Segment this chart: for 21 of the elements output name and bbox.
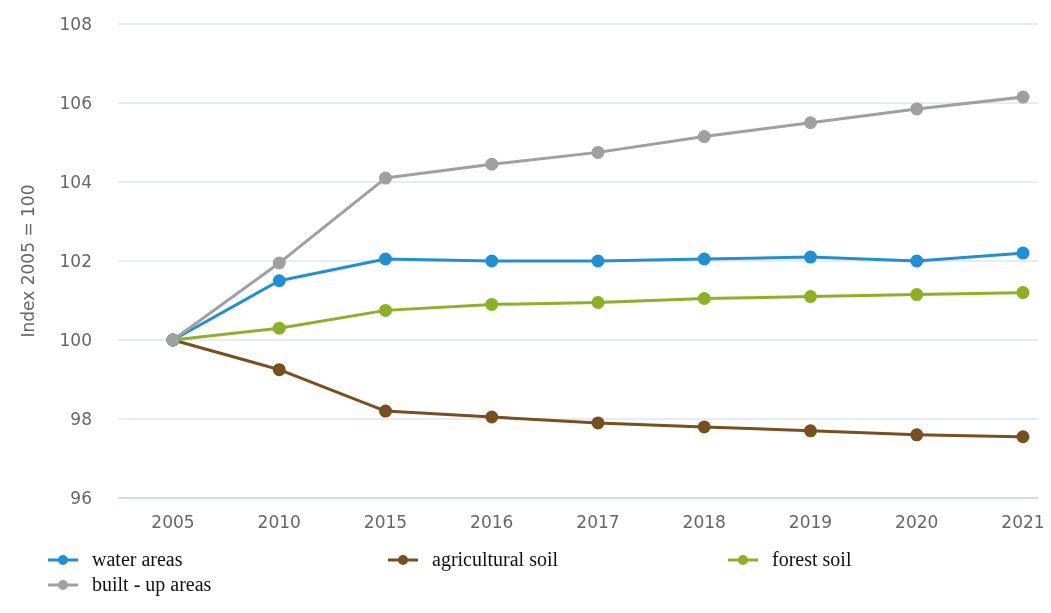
legend-label: built - up areas <box>92 573 212 596</box>
x-tick-label: 2005 <box>151 512 195 533</box>
x-tick-label: 2020 <box>895 512 939 533</box>
x-tick-label: 2021 <box>1001 512 1045 533</box>
x-tick-label: 2018 <box>682 512 726 533</box>
y-tick-label: 100 <box>59 330 92 351</box>
y-tick-label: 104 <box>59 172 92 193</box>
legend-label: agricultural soil <box>432 548 559 571</box>
x-tick-label: 2019 <box>788 512 833 533</box>
x-tick-label: 2016 <box>470 512 514 533</box>
legend-label: water areas <box>92 548 183 571</box>
legend-label: forest soil <box>772 548 852 571</box>
y-axis-title: Index 2005 = 100 <box>18 184 39 338</box>
y-tick-label: 96 <box>70 488 92 509</box>
x-tick-label: 2017 <box>576 512 620 533</box>
x-tick-label: 2015 <box>363 512 408 533</box>
x-tick-label: 2010 <box>257 512 301 533</box>
y-tick-label: 106 <box>59 93 92 114</box>
y-tick-label: 98 <box>70 409 92 430</box>
y-tick-label: 108 <box>59 14 92 35</box>
y-tick-label: 102 <box>59 251 92 272</box>
